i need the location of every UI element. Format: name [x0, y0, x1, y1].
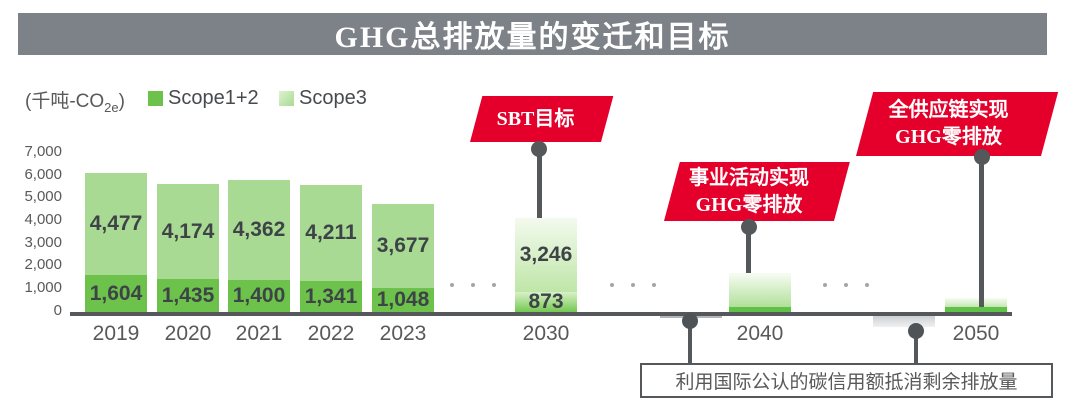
- sbt-connector-dot: [531, 141, 547, 157]
- ellipsis-dot: [450, 283, 454, 287]
- bar-2040-target: [729, 273, 791, 312]
- bar-value: 4,477: [89, 212, 143, 235]
- sbt-connector-line: [537, 149, 542, 218]
- x-label-2022: 2022: [307, 322, 355, 345]
- legend-item-scope12: Scope1+2: [148, 87, 259, 110]
- y-tick: 3,000: [24, 234, 62, 251]
- bar-2030-scope3: 3,246: [515, 218, 577, 292]
- bar-2020-scope12: 1,435: [157, 279, 219, 312]
- ellipsis-dot: [492, 283, 496, 287]
- business-connector-dot: [741, 219, 757, 235]
- y-tick: 1,000: [24, 279, 62, 296]
- business-zero-banner: 事业活动实现 GHG零排放: [664, 162, 850, 221]
- business-zero-line1: 事业活动实现: [689, 166, 809, 189]
- x-label-2030: 2030: [522, 322, 570, 345]
- bar-value: 1,048: [376, 288, 430, 311]
- page-title: GHG总排放量的变迁和目标: [334, 21, 731, 54]
- legend-item-scope3: Scope3: [279, 87, 367, 110]
- x-label-2050: 2050: [952, 322, 1000, 345]
- bar-2021: 4,362 1,400: [228, 180, 290, 312]
- note-connector-line-2040: [688, 321, 692, 365]
- unit-suffix: ): [118, 91, 125, 112]
- unit-label: (千吨-CO2e): [25, 86, 125, 115]
- ellipsis-dot: [844, 283, 848, 287]
- y-tick: 2,000: [24, 256, 62, 273]
- bar-2030: 3,246 873: [515, 218, 577, 313]
- bar-value: 1,604: [89, 281, 143, 305]
- bar-value: 4,211: [305, 221, 357, 244]
- unit-subscript: 2e: [104, 99, 119, 115]
- ellipsis-dot: [631, 283, 635, 287]
- bar-value: 1,435: [161, 283, 215, 307]
- y-tick: 5,000: [24, 188, 62, 205]
- supply-chain-zero-banner: 全供应链实现 GHG零排放: [856, 92, 1059, 156]
- bar-2030-scope12: 873: [515, 290, 577, 313]
- title-bar: GHG总排放量的变迁和目标: [18, 13, 1047, 55]
- bar-2021-scope12: 1,400: [228, 280, 290, 312]
- bar-value: 3,677: [376, 234, 430, 257]
- y-tick: 7,000: [24, 143, 62, 160]
- y-tick: 6,000: [24, 166, 62, 183]
- bar-2022-scope3: 4,211: [300, 185, 362, 281]
- note-connector-dot-2050: [908, 323, 924, 339]
- x-label-2040: 2040: [736, 322, 784, 345]
- ellipsis-dot: [610, 283, 614, 287]
- bar-2021-scope3: 4,362: [228, 180, 290, 280]
- x-axis-line: [70, 312, 1012, 316]
- ellipsis-dot: [471, 283, 475, 287]
- ellipsis-dot: [652, 283, 656, 287]
- bar-2019: 4,477 1,604: [85, 173, 147, 312]
- bar-2019-scope12: 1,604: [85, 275, 147, 312]
- x-label-2020: 2020: [164, 322, 212, 345]
- bar-2019-scope3: 4,477: [85, 173, 147, 275]
- ellipsis-dot: [865, 283, 869, 287]
- unit-prefix: (千吨-CO: [25, 91, 105, 112]
- scope12-swatch-icon: [148, 91, 163, 106]
- legend-label: Scope1+2: [168, 87, 259, 109]
- bar-2050-target: [945, 298, 1007, 312]
- bar-2022-scope12: 1,341: [300, 281, 362, 312]
- bar-2023-scope3: 3,677: [372, 204, 434, 288]
- business-zero-line2: GHG零排放: [695, 193, 803, 216]
- supply-chain-zero-line1: 全供应链实现: [888, 99, 1009, 121]
- bar-2020-scope3: 4,174: [157, 184, 219, 279]
- bar-2022: 4,211 1,341: [300, 185, 362, 312]
- x-label-2021: 2021: [235, 322, 283, 345]
- sbt-target-label: SBT目标: [496, 107, 575, 130]
- y-tick: 0: [53, 302, 62, 319]
- scope3-swatch-icon: [279, 91, 294, 106]
- sbt-target-banner: SBT目标: [470, 96, 614, 142]
- bar-value: 3,246: [519, 243, 573, 266]
- bar-value: 873: [528, 290, 564, 313]
- bar-value: 1,341: [304, 284, 358, 308]
- bar-2020: 4,174 1,435: [157, 184, 219, 312]
- bar-value: 1,400: [232, 284, 286, 307]
- bar-value: 4,174: [161, 219, 215, 243]
- note-connector-line-2050: [914, 331, 918, 365]
- y-tick: 4,000: [24, 211, 62, 228]
- x-label-2023: 2023: [379, 322, 427, 345]
- bar-2023: 3,677 1,048: [372, 204, 434, 312]
- supply-chain-connector-line: [979, 157, 984, 307]
- x-label-2019: 2019: [92, 322, 140, 345]
- legend-label: Scope3: [299, 87, 367, 109]
- carbon-credit-note-text: 利用国际公认的碳信用额抵消剩余排放量: [675, 372, 1018, 393]
- business-connector-line: [746, 227, 751, 273]
- bar-2023-scope12: 1,048: [372, 288, 434, 312]
- note-connector-dot-2040: [682, 313, 698, 329]
- ellipsis-dot: [823, 283, 827, 287]
- supply-chain-connector-dot: [974, 149, 990, 165]
- bar-value: 4,362: [232, 218, 286, 241]
- carbon-credit-note: 利用国际公认的碳信用额抵消剩余排放量: [640, 363, 1053, 398]
- supply-chain-zero-line2: GHG零排放: [895, 126, 1002, 148]
